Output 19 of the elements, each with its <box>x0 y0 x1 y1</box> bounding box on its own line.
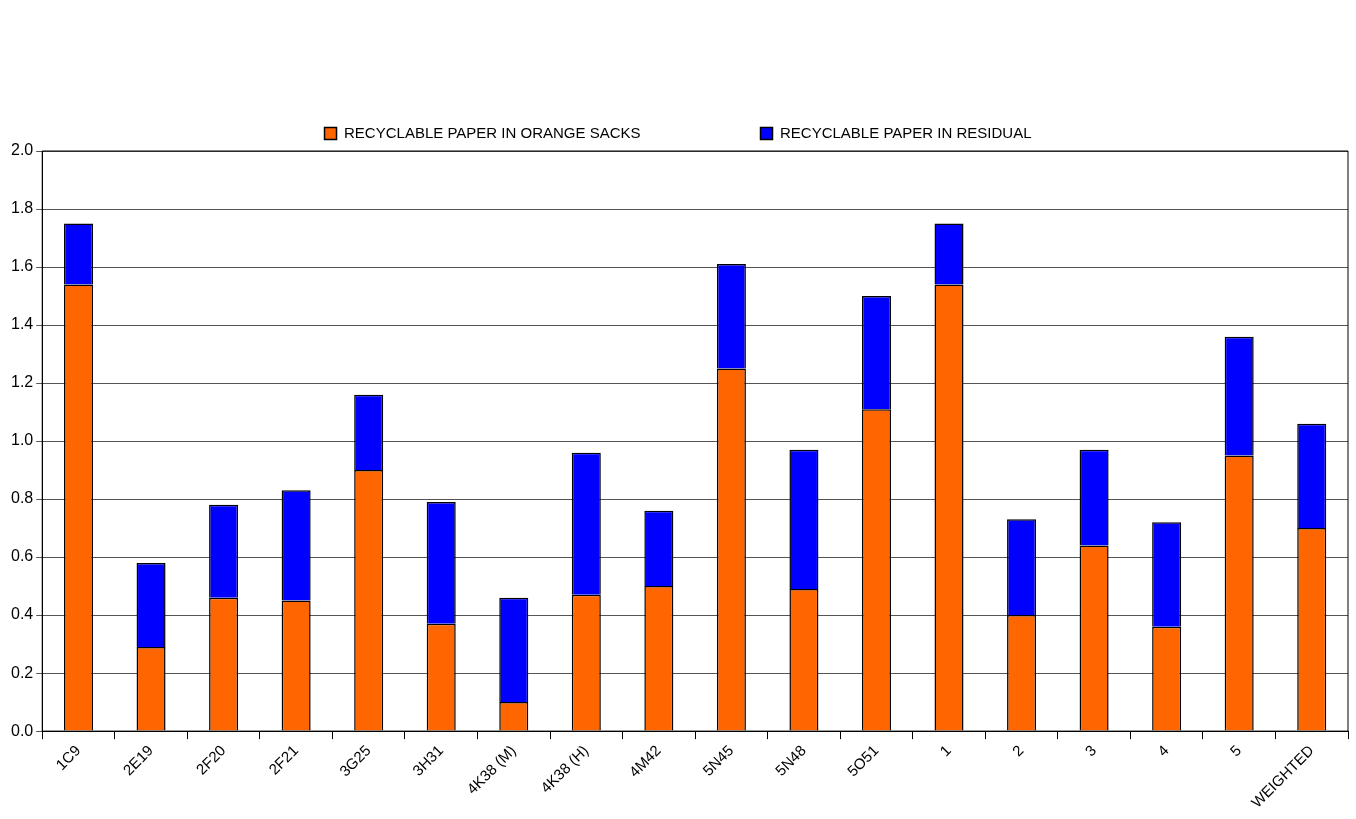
y-tick-label: 0.2 <box>10 663 34 681</box>
x-tick-label: 2 <box>1008 741 1027 760</box>
x-tick-label: 1C9 <box>52 741 84 773</box>
legend-label: RECYCLABLE PAPER IN ORANGE SACKS <box>344 123 641 141</box>
y-tick-label: 2.0 <box>10 141 34 159</box>
legend-label: RECYCLABLE PAPER IN RESIDUAL <box>780 123 1032 141</box>
y-tick-label: 1.6 <box>10 257 34 275</box>
y-tick-label: 1.4 <box>10 315 34 333</box>
y-tick-label: 1.8 <box>10 199 34 217</box>
y-tick-label: 1.2 <box>10 373 34 391</box>
y-tick-label: 0.6 <box>10 547 34 565</box>
y-tick-label: 0.4 <box>10 605 34 623</box>
y-tick-label: 1.0 <box>10 431 34 449</box>
y-tick-label: 0.0 <box>10 721 34 739</box>
x-tick-label: 5 <box>1226 741 1245 760</box>
x-tick-label: 4 <box>1153 741 1172 760</box>
y-tick-label: 0.8 <box>10 489 34 507</box>
x-tick-label: 3 <box>1081 741 1100 760</box>
x-tick-label: 1 <box>936 741 955 760</box>
